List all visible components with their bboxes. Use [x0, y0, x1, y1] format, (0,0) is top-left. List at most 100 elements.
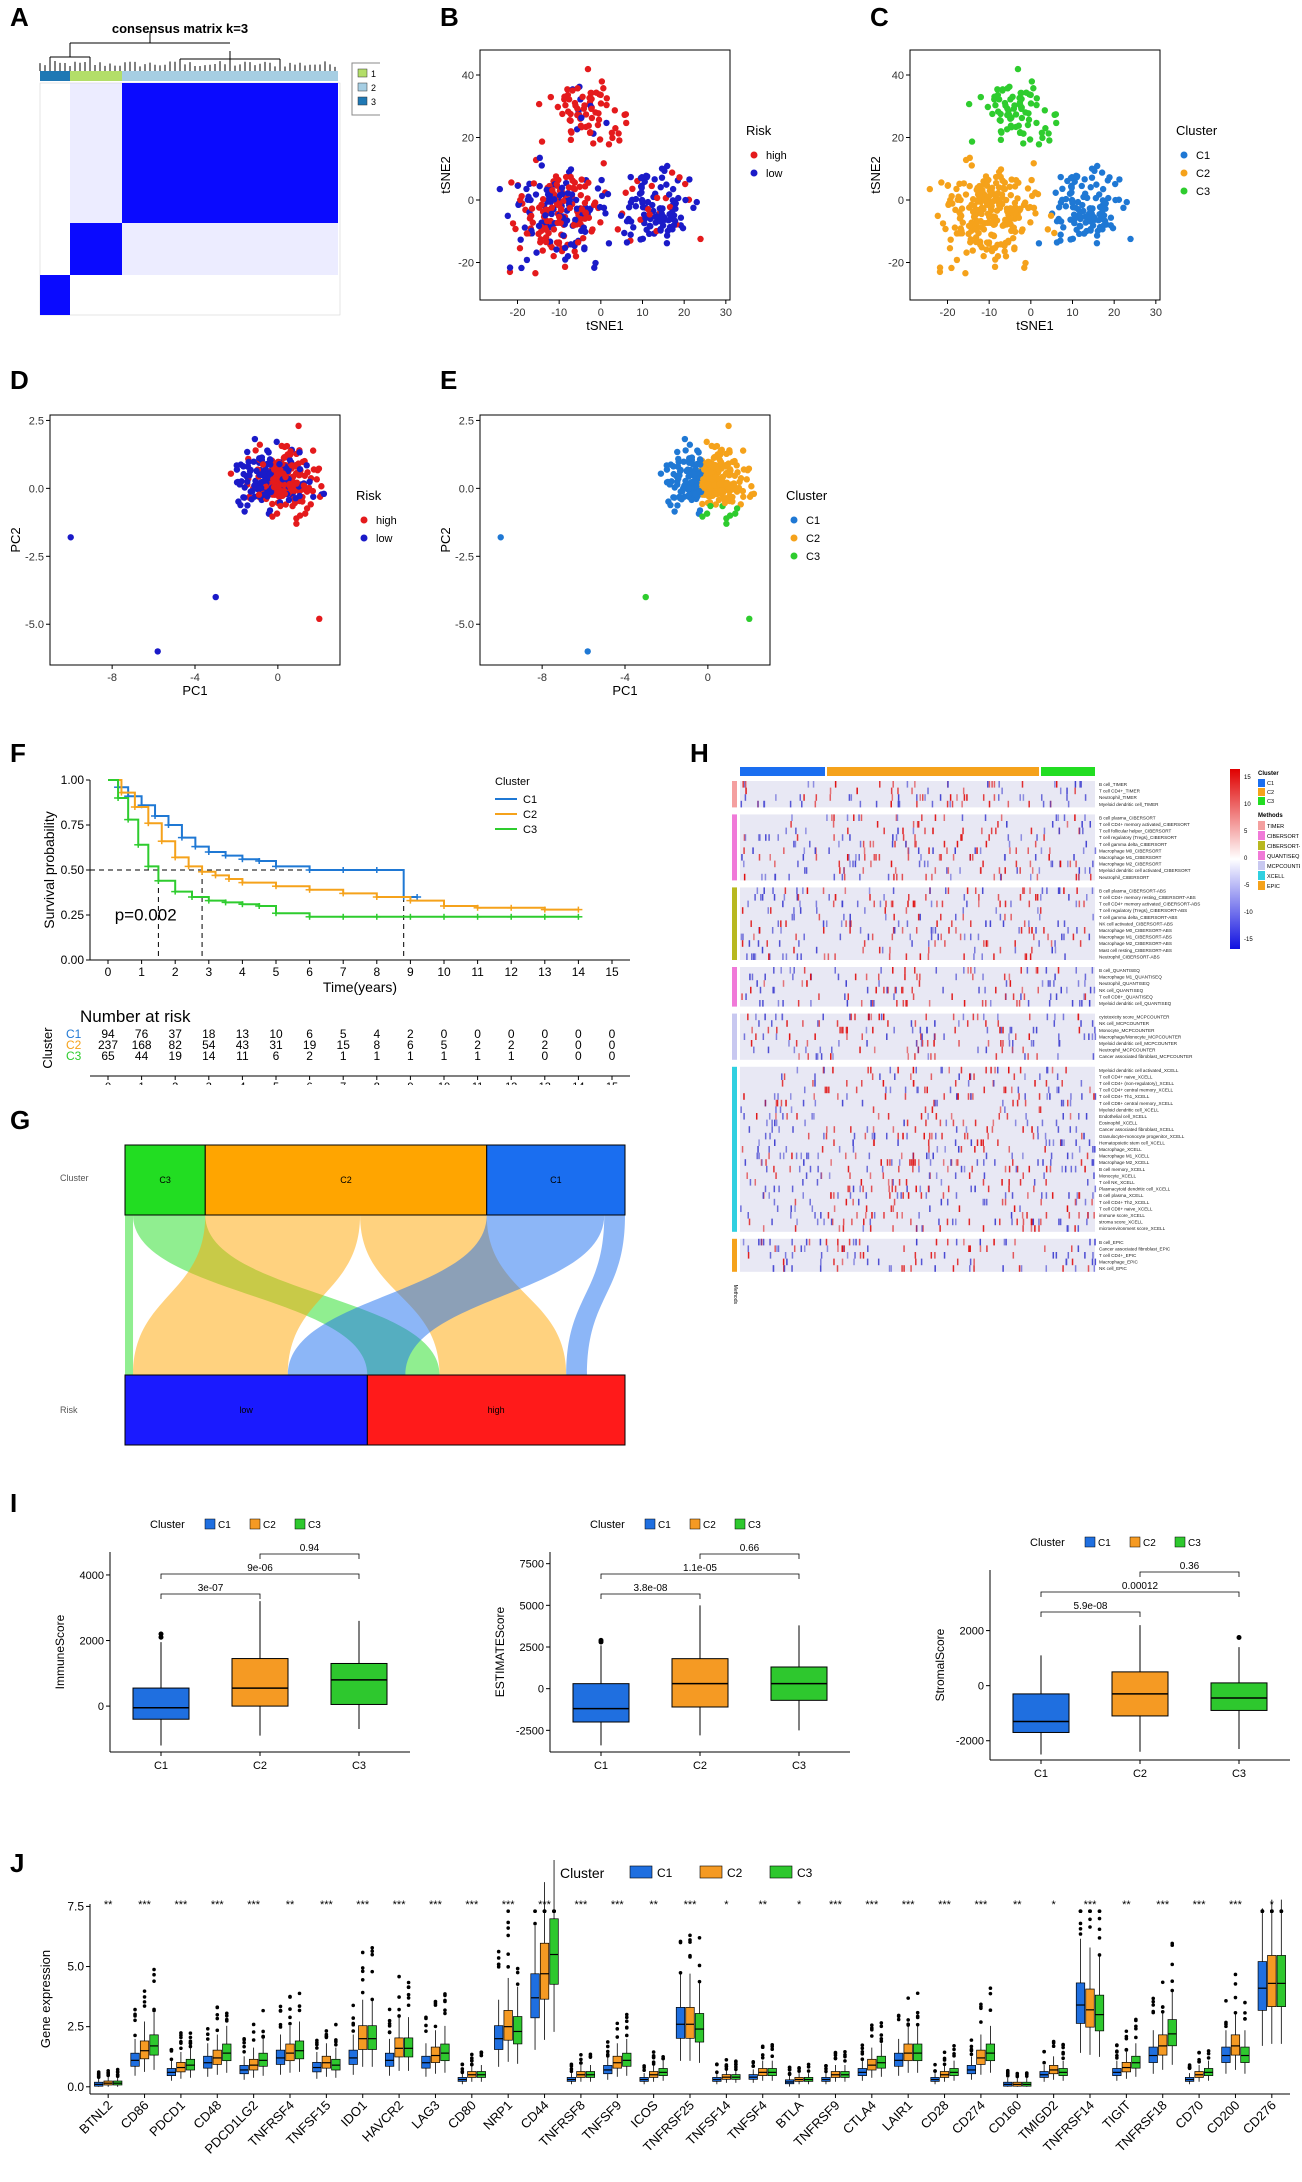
gene-label-TNFSF9: TNFSF9 — [579, 2098, 624, 2143]
heatmap-cell — [762, 1000, 764, 1007]
heatmap-cell — [1012, 1099, 1014, 1107]
point-low — [600, 204, 608, 212]
heatmap-cell — [983, 1013, 985, 1021]
risk-x-tick-label: 1 — [139, 1081, 145, 1085]
heatmap-cell — [912, 1152, 915, 1160]
heatmap-cell — [1037, 1132, 1039, 1140]
gene-label-CD274: CD274 — [949, 2098, 988, 2137]
heatmap-cell — [773, 1165, 775, 1173]
heatmap-cell — [800, 1152, 803, 1160]
heatmap-cell — [778, 1126, 780, 1133]
heatmap-cell — [867, 1066, 869, 1074]
heatmap-cell — [992, 1119, 995, 1127]
heatmap-cell — [852, 1146, 855, 1153]
point-C1 — [1112, 196, 1119, 204]
point-high — [586, 94, 593, 102]
heatmap-cell — [843, 873, 846, 881]
heatmap-cell — [995, 986, 997, 994]
consensus-matrix — [39, 82, 341, 316]
y-tick-label: 7.5 — [67, 1899, 84, 1913]
box-C1 — [572, 1683, 630, 1723]
heatmap-cell — [869, 1218, 872, 1226]
heatmap-cell — [902, 827, 904, 835]
heatmap-cell — [1001, 787, 1003, 795]
point-C3 — [1030, 85, 1037, 92]
legend-label-C1: C1 — [1196, 150, 1210, 162]
point-C2 — [1028, 176, 1035, 184]
legend-label-C2: C2 — [1196, 168, 1210, 180]
heatmap-cell — [1066, 821, 1069, 828]
heatmap-cell — [934, 1053, 936, 1060]
heatmap-row-label: NK cell_EPIC — [1099, 1266, 1128, 1271]
y-tick-label: 0 — [898, 195, 904, 207]
heatmap-cell — [1083, 993, 1085, 1000]
heatmap-cell — [1014, 940, 1016, 947]
x-tick-label: C1 — [1034, 1768, 1048, 1780]
heatmap-cell — [867, 1013, 870, 1021]
heatmap-cell — [1011, 1086, 1013, 1094]
outlier — [360, 1969, 365, 1974]
point-C1 — [1093, 239, 1101, 247]
outlier — [443, 2011, 447, 2016]
heatmap-cell — [751, 973, 754, 981]
point-C2 — [992, 256, 999, 263]
heatmap-cell — [1030, 827, 1033, 835]
heatmap-cell — [878, 1013, 881, 1021]
risk-value: 31 — [269, 1038, 283, 1052]
outlier — [906, 1996, 910, 2000]
heatmap-cell — [887, 1113, 890, 1120]
point-C2 — [1034, 190, 1042, 198]
heatmap-cell — [858, 854, 860, 861]
heatmap-row-label: T cell regulatory (Tregs)_CIBERSORT-ABS — [1099, 908, 1187, 913]
heatmap-cell — [1016, 1218, 1018, 1226]
heatmap-cell — [966, 900, 968, 908]
point-C1 — [1094, 227, 1102, 235]
point-C2 — [958, 205, 966, 212]
point-high — [316, 615, 323, 623]
point-low — [627, 218, 635, 225]
heatmap-cell — [1024, 953, 1027, 960]
point-low — [679, 224, 687, 232]
point-low — [212, 593, 219, 601]
point-C2 — [1002, 196, 1010, 204]
heatmap-cell — [952, 854, 955, 861]
outlier — [833, 2050, 838, 2055]
heatmap-cell — [1081, 1132, 1083, 1140]
heatmap-cell — [957, 1093, 959, 1100]
heatmap-cell — [782, 1152, 785, 1160]
heatmap-cell — [930, 1252, 933, 1259]
heatmap-cell — [845, 980, 847, 987]
sankey-node-C2 — [204, 1144, 488, 1216]
heatmap-cell — [803, 933, 805, 941]
point-C2 — [711, 490, 719, 498]
outlier — [96, 2074, 101, 2079]
heatmap-cell — [918, 1159, 920, 1166]
heatmap-cell — [1077, 980, 1080, 987]
outlier — [370, 1952, 375, 1957]
heatmap-cell — [1014, 1238, 1016, 1246]
point-C1 — [1102, 200, 1109, 207]
legend-label-1: 1 — [371, 69, 376, 79]
heatmap-cell — [1055, 1252, 1058, 1259]
heatmap-cell — [993, 781, 996, 788]
point-C2 — [1007, 215, 1014, 223]
heatmap-cell — [747, 900, 749, 908]
point-C3 — [1026, 136, 1034, 143]
outlier — [797, 2065, 801, 2070]
y-axis-label: tSNE2 — [440, 156, 453, 194]
heatmap-cell — [813, 1093, 815, 1100]
heatmap-cell — [969, 1245, 971, 1252]
heatmap-cell — [814, 1080, 816, 1087]
point-C3 — [1016, 94, 1023, 102]
point-low — [647, 223, 654, 230]
outlier — [370, 1949, 375, 1953]
legend-label-high: high — [376, 515, 397, 527]
legend-title: Cluster — [560, 1865, 605, 1881]
heatmap-cell — [1075, 1126, 1078, 1133]
outlier — [661, 2055, 665, 2059]
heatmap-cell — [755, 1033, 757, 1040]
point-C2 — [966, 182, 973, 190]
heatmap-cell — [779, 1106, 782, 1113]
